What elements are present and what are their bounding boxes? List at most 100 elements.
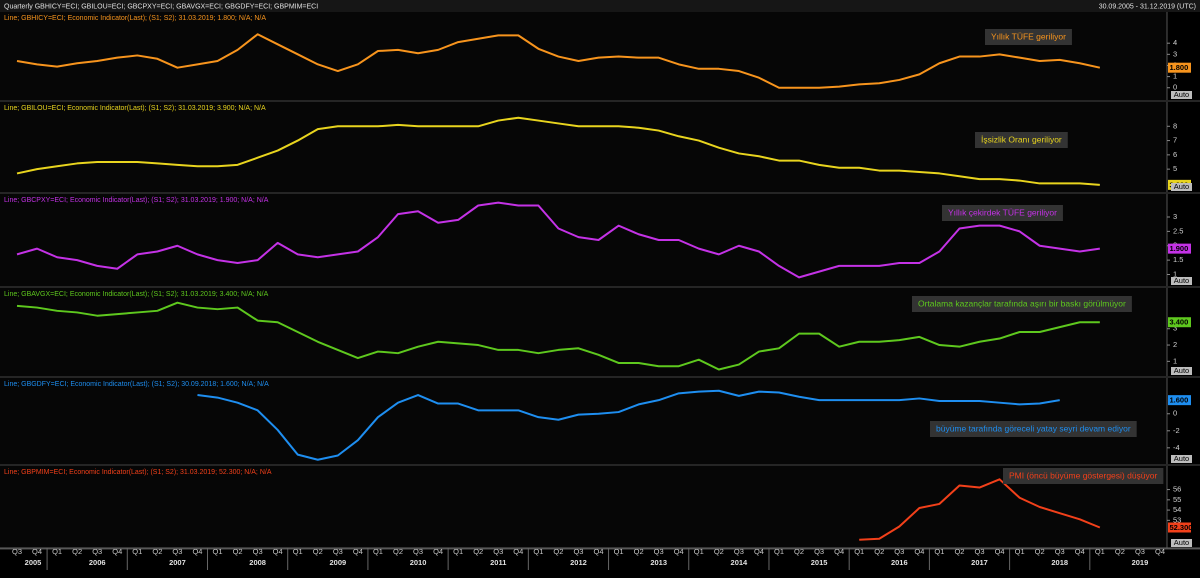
x-year-label: 2017 <box>971 558 988 567</box>
x-quarter-label: Q4 <box>754 547 764 556</box>
x-quarter-label: Q4 <box>674 547 684 556</box>
x-quarter-label: Q2 <box>152 547 162 556</box>
series-line <box>16 201 1100 279</box>
panel-header: Line; GBCPXY=ECI; Economic Indicator(Las… <box>4 197 269 204</box>
x-year-label: 2012 <box>570 558 587 567</box>
x-quarter-label: Q2 <box>954 547 964 556</box>
x-year-label: 2019 <box>1132 558 1149 567</box>
x-quarter-label: Q4 <box>353 547 363 556</box>
annotation: Ortalama kazançlar tarafında aşırı bir b… <box>918 298 1126 308</box>
y-tick-label: 55 <box>1173 495 1181 504</box>
x-quarter-label: Q3 <box>493 547 503 556</box>
x-year-label: 2007 <box>169 558 186 567</box>
auto-button[interactable]: Auto <box>1174 454 1189 463</box>
last-value-box <box>1168 317 1191 328</box>
y-tick-label: 1 <box>1173 269 1177 278</box>
x-quarter-label: Q1 <box>1095 547 1105 556</box>
x-quarter-label: Q1 <box>453 547 463 556</box>
x-quarter-label: Q3 <box>172 547 182 556</box>
x-quarter-label: Q4 <box>433 547 443 556</box>
panel-header: Line; GBAVGX=ECI; Economic Indicator(Las… <box>4 291 269 298</box>
last-value-label: 1.800 <box>1170 63 1189 72</box>
x-year-label: 2013 <box>650 558 667 567</box>
x-quarter-label: Q1 <box>132 547 142 556</box>
series-line <box>197 389 1060 461</box>
auto-button-bg <box>1171 539 1192 547</box>
panel-background <box>0 102 1167 192</box>
annotation-box <box>930 421 1137 437</box>
y-tick-label: 54 <box>1173 505 1181 514</box>
x-year-label: 2014 <box>731 558 749 567</box>
auto-button[interactable]: Auto <box>1174 90 1189 99</box>
y-tick-label: -4 <box>1173 443 1180 452</box>
annotation: İşsizlik Oranı geriliyor <box>981 134 1062 144</box>
x-year-label: 2015 <box>811 558 828 567</box>
annotation: Yıllık çekirdek TÜFE geriliyor <box>948 207 1057 217</box>
y-tick-label: 8 <box>1173 121 1177 130</box>
x-quarter-label: Q4 <box>112 547 122 556</box>
auto-button-bg <box>1171 367 1192 375</box>
annotation-box <box>1003 468 1164 484</box>
y-tick-label: 2.5 <box>1173 226 1183 235</box>
series-line <box>16 301 1100 371</box>
y-tick-label: 1 <box>1173 72 1177 81</box>
x-year-label: 2011 <box>490 558 506 567</box>
series-line <box>859 478 1101 541</box>
x-quarter-label: Q3 <box>92 547 102 556</box>
last-value-box <box>1168 243 1191 254</box>
x-quarter-label: Q4 <box>995 547 1005 556</box>
y-tick-label: 53 <box>1173 515 1181 524</box>
y-tick-label: 6 <box>1173 150 1177 159</box>
panel-background <box>0 466 1167 548</box>
toolbar-bar <box>0 0 1200 12</box>
x-quarter-label: Q4 <box>273 547 283 556</box>
x-quarter-label: Q2 <box>553 547 563 556</box>
last-value-label: 1.600 <box>1170 396 1189 405</box>
panel-header: Line; GBHICY=ECI; Economic Indicator(Las… <box>4 15 266 22</box>
series-line <box>16 33 1101 89</box>
x-quarter-label: Q4 <box>594 547 604 556</box>
series-line <box>16 116 1100 186</box>
x-quarter-label: Q4 <box>914 547 924 556</box>
x-quarter-label: Q1 <box>213 547 223 556</box>
panel-header: Line; GBGDFY=ECI; Economic Indicator(Las… <box>4 381 269 388</box>
x-quarter-label: Q4 <box>1075 547 1085 556</box>
x-quarter-label: Q1 <box>1015 547 1025 556</box>
auto-button-bg <box>1171 91 1192 99</box>
x-quarter-label: Q4 <box>834 547 844 556</box>
x-quarter-label: Q1 <box>934 547 944 556</box>
x-quarter-label: Q1 <box>293 547 303 556</box>
x-quarter-label: Q3 <box>12 547 22 556</box>
y-tick-label: 2 <box>1173 340 1177 349</box>
x-quarter-label: Q3 <box>734 547 744 556</box>
x-quarter-label: Q1 <box>373 547 383 556</box>
annotation-box <box>912 296 1132 312</box>
x-quarter-label: Q3 <box>413 547 423 556</box>
x-quarter-label: Q1 <box>694 547 704 556</box>
auto-button[interactable]: Auto <box>1174 182 1189 191</box>
x-year-label: 2006 <box>89 558 106 567</box>
x-quarter-label: Q1 <box>774 547 784 556</box>
auto-button[interactable]: Auto <box>1174 276 1189 285</box>
x-quarter-label: Q2 <box>874 547 884 556</box>
x-year-label: 2018 <box>1051 558 1068 567</box>
auto-button[interactable]: Auto <box>1174 538 1189 547</box>
auto-button-bg <box>1171 455 1192 463</box>
x-quarter-label: Q2 <box>1035 547 1045 556</box>
last-value-box <box>1168 522 1191 533</box>
y-tick-label: 5 <box>1173 164 1177 173</box>
x-year-label: 2016 <box>891 558 908 567</box>
x-quarter-label: Q4 <box>32 547 42 556</box>
annotation-box <box>985 29 1072 45</box>
y-tick-label: 1 <box>1173 356 1177 365</box>
auto-button[interactable]: Auto <box>1174 366 1189 375</box>
x-quarter-label: Q4 <box>1155 547 1165 556</box>
x-quarter-label: Q3 <box>333 547 343 556</box>
y-tick-label: 3 <box>1173 212 1177 221</box>
x-quarter-label: Q2 <box>473 547 483 556</box>
auto-button-bg <box>1171 183 1192 191</box>
y-tick-label: 1.5 <box>1173 255 1183 264</box>
auto-button-bg <box>1171 277 1192 285</box>
y-tick-label: -2 <box>1173 426 1180 435</box>
